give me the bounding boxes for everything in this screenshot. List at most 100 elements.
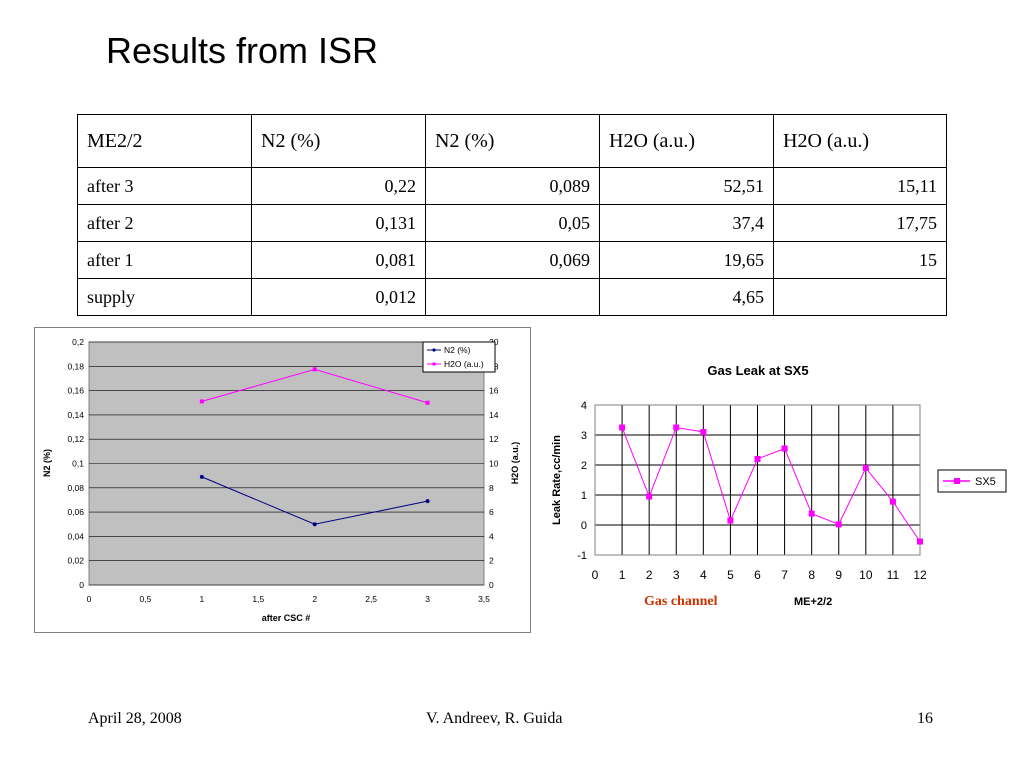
table-cell — [425, 278, 600, 316]
data-point — [425, 499, 430, 504]
y-tick-label: 2 — [581, 460, 587, 472]
data-point — [862, 465, 869, 471]
y-tick-label: 0 — [581, 520, 587, 532]
y2-tick-label: 10 — [489, 459, 499, 469]
table-header-cell: H2O (a.u.) — [599, 114, 774, 168]
x-tick-label: 5 — [727, 568, 734, 582]
x-tick-label: 8 — [808, 568, 815, 582]
y-tick-label: 0,08 — [67, 483, 84, 493]
data-point — [619, 424, 626, 431]
table-cell: 19,65 — [599, 241, 774, 279]
x-tick-label: 0 — [592, 568, 599, 582]
y2-tick-label: 14 — [489, 410, 499, 420]
table-cell: 0,22 — [251, 167, 426, 205]
data-point — [646, 493, 653, 500]
y-tick-label: 3 — [581, 430, 587, 442]
legend: SX5 — [937, 469, 1007, 493]
legend: N2 (%) H2O (a.u.) — [422, 341, 496, 373]
data-point — [312, 367, 317, 372]
y-tick-label: 0,02 — [67, 556, 84, 566]
y-tick-label: 0,14 — [67, 410, 84, 420]
y2-tick-label: 2 — [489, 556, 494, 566]
footer-page-number: 16 — [917, 710, 933, 727]
x-tick-label: 1,5 — [252, 594, 264, 604]
table-cell: after 2 — [77, 204, 252, 242]
x-tick-label: 10 — [859, 568, 873, 582]
table-cell: after 3 — [77, 167, 252, 205]
x-tick-label: 0 — [87, 594, 92, 604]
table-cell: 0,131 — [251, 204, 426, 242]
n2-h2o-chart: 00,020,040,060,080,10,120,140,160,180,2 … — [34, 327, 531, 633]
x-tick-label: 6 — [754, 568, 761, 582]
table-cell: 15 — [773, 241, 947, 279]
legend-label: N2 (%) — [444, 345, 471, 355]
table-header-cell: N2 (%) — [251, 114, 426, 168]
y-axis-label: Leak Rate,cc/min — [551, 435, 563, 525]
x-tick-label: 3,5 — [478, 594, 490, 604]
y2-tick-label: 6 — [489, 507, 494, 517]
table-cell: 0,089 — [425, 167, 600, 205]
gas-channel-annotation: Gas channel — [644, 594, 718, 609]
plot-area — [594, 404, 921, 556]
y-tick-label: 0,06 — [67, 507, 84, 517]
slide-title: Results from ISR — [106, 30, 379, 71]
table-row: after 2 0,131 0,05 37,4 17,75 — [77, 204, 947, 242]
table-cell: 0,05 — [425, 204, 600, 242]
x-tick-label: 12 — [913, 568, 927, 582]
y-tick-label: -1 — [577, 550, 587, 562]
x-tick-label: 1 — [619, 568, 626, 582]
y2-tick-label: 4 — [489, 531, 494, 541]
table-row: after 1 0,081 0,069 19,65 15 — [77, 241, 947, 279]
x-tick-label: 2 — [646, 568, 653, 582]
x-axis-label: after CSC # — [262, 613, 311, 623]
y2-tick-label: 8 — [489, 483, 494, 493]
data-point — [673, 424, 680, 431]
table-cell — [773, 278, 947, 316]
y-tick-label: 0,12 — [67, 434, 84, 444]
legend-label: H2O (a.u.) — [444, 359, 484, 369]
results-table: ME2/2 N2 (%) N2 (%) H2O (a.u.) H2O (a.u.… — [77, 114, 947, 316]
y-tick-label: 0 — [79, 580, 84, 590]
table-cell: 4,65 — [599, 278, 774, 316]
legend-label: SX5 — [975, 476, 996, 488]
y-tick-label: 4 — [581, 400, 587, 412]
data-point — [917, 538, 923, 545]
y-axis-label: N2 (%) — [42, 449, 52, 477]
y-tick-label: 0,1 — [72, 459, 84, 469]
x-tick-label: 0,5 — [140, 594, 152, 604]
data-point — [700, 429, 707, 435]
y2-tick-label: 0 — [489, 580, 494, 590]
data-point — [781, 445, 788, 452]
x-tick-label: 7 — [781, 568, 788, 582]
y2-axis-label: H2O (a.u.) — [510, 442, 520, 485]
data-point — [199, 399, 204, 404]
x-axis-label: ME+2/2 — [794, 596, 832, 608]
table-row: after 3 0,22 0,089 52,51 15,11 — [77, 167, 947, 205]
table-cell: 0,012 — [251, 278, 426, 316]
table-cell: supply — [77, 278, 252, 316]
table-cell: 0,081 — [251, 241, 426, 279]
table-cell: after 1 — [77, 241, 252, 279]
y-tick-label: 0,16 — [67, 386, 84, 396]
table-cell: 0,069 — [425, 241, 600, 279]
table-header-cell: N2 (%) — [425, 114, 600, 168]
chart-title: Gas Leak at SX5 — [707, 363, 808, 378]
table-cell: 37,4 — [599, 204, 774, 242]
y-tick-label: 1 — [581, 490, 587, 502]
x-tick-label: 1 — [199, 594, 204, 604]
table-cell: 15,11 — [773, 167, 947, 205]
table-row: supply 0,012 4,65 — [77, 278, 947, 316]
y-tick-label: 0,04 — [67, 531, 84, 541]
data-point — [835, 521, 842, 528]
table-cell: 17,75 — [773, 204, 947, 242]
x-tick-label: 9 — [835, 568, 842, 582]
y-tick-label: 0,2 — [72, 337, 84, 347]
x-tick-label: 4 — [700, 568, 707, 582]
data-point — [727, 517, 734, 524]
data-point — [425, 400, 430, 405]
x-tick-label: 11 — [887, 568, 900, 582]
y-tick-label: 0,18 — [67, 361, 84, 371]
footer-authors: V. Andreev, R. Guida — [426, 710, 563, 727]
y2-tick-label: 16 — [489, 386, 499, 396]
